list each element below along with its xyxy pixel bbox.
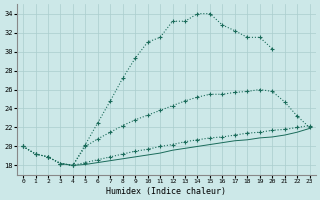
X-axis label: Humidex (Indice chaleur): Humidex (Indice chaleur) bbox=[106, 187, 226, 196]
